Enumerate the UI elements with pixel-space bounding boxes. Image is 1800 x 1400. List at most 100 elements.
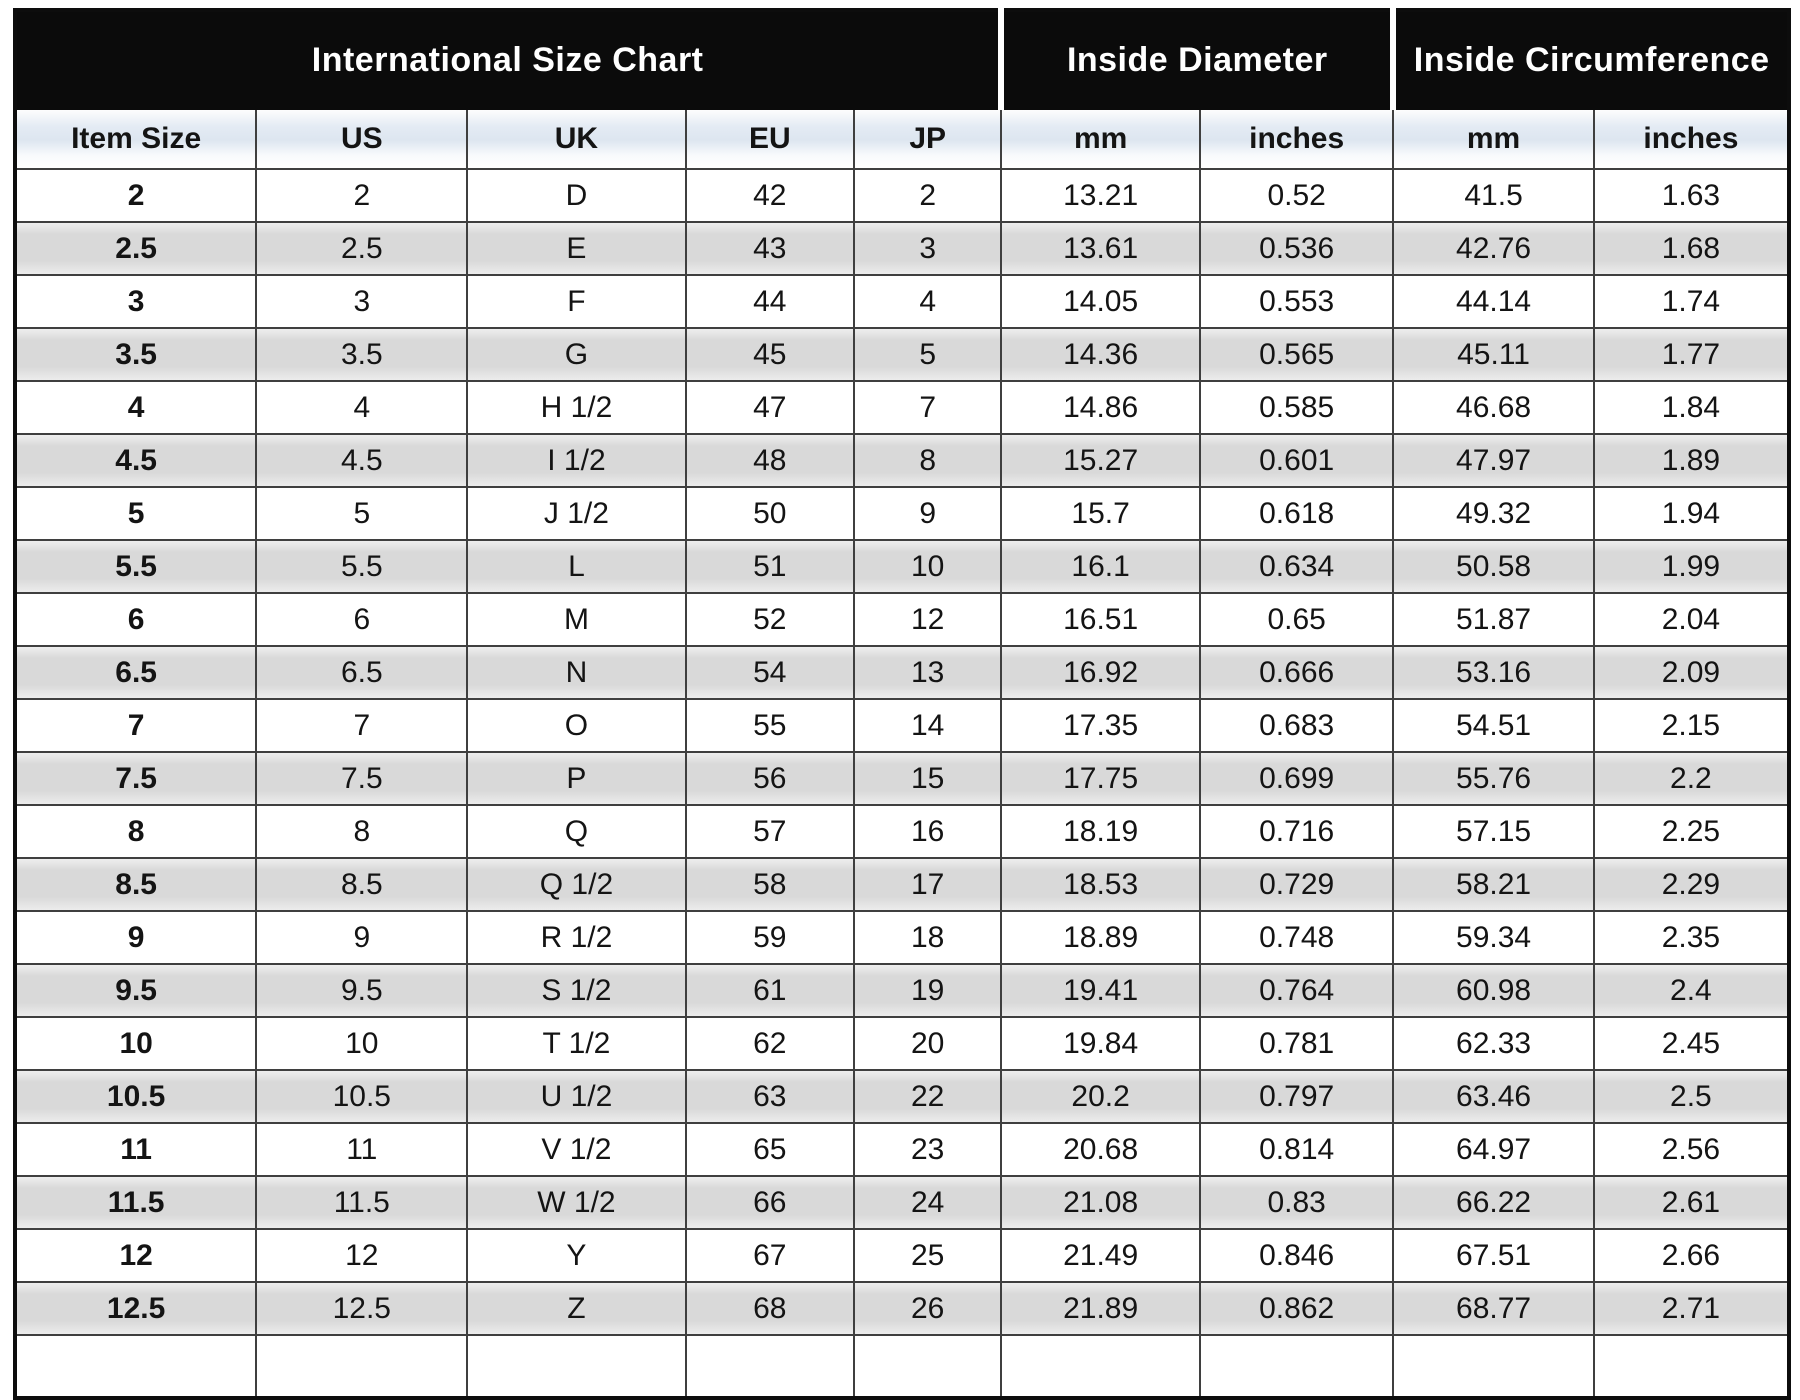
cell-jp: 15 xyxy=(853,751,1003,806)
cell-item-size: 6.5 xyxy=(13,645,258,700)
cell-uk: P xyxy=(466,751,687,806)
cell-us: 10.5 xyxy=(255,1069,469,1124)
cell-item-size: 7 xyxy=(13,698,258,753)
table-row: 7 7 O 55 14 17.35 0.683 54.51 2.15 xyxy=(13,698,1791,753)
cell-inside-diameter-inches: 0.536 xyxy=(1198,221,1395,276)
cell-inside-circumference-inches: 1.99 xyxy=(1592,539,1791,594)
table-row: 6.5 6.5 N 54 13 16.92 0.666 53.16 2.09 xyxy=(13,645,1791,700)
cell-us: 8 xyxy=(255,804,469,859)
cell-inside-circumference-inches: 1.94 xyxy=(1592,486,1791,541)
cell-inside-circumference-mm: 63.46 xyxy=(1392,1069,1595,1124)
partial-cell xyxy=(1392,1334,1595,1399)
cell-us: 2.5 xyxy=(255,221,469,276)
cell-inside-diameter-inches: 0.634 xyxy=(1198,539,1395,594)
cell-jp: 5 xyxy=(853,327,1003,382)
cell-uk: Z xyxy=(466,1281,687,1336)
cell-inside-diameter-inches: 0.781 xyxy=(1198,1016,1395,1071)
cell-inside-circumference-inches: 2.2 xyxy=(1592,751,1791,806)
cell-item-size: 4.5 xyxy=(13,433,258,488)
cell-inside-circumference-inches: 2.45 xyxy=(1592,1016,1791,1071)
table-row: 8 8 Q 57 16 18.19 0.716 57.15 2.25 xyxy=(13,804,1791,859)
section-header-inside-circumference: Inside Circumference xyxy=(1390,9,1790,110)
table-row: 12 12 Y 67 25 21.49 0.846 67.51 2.66 xyxy=(13,1228,1791,1283)
cell-inside-circumference-mm: 45.11 xyxy=(1392,327,1595,382)
cell-uk: J 1/2 xyxy=(466,486,687,541)
col-header-jp: JP xyxy=(853,108,1003,170)
size-rows-body: 2 2 D 42 2 13.21 0.52 41.5 1.63 2.5 2.5 E 43 3 13.61 0.… xyxy=(13,168,1791,1399)
cell-eu: 58 xyxy=(684,857,856,912)
cell-inside-diameter-inches: 0.748 xyxy=(1198,910,1395,965)
col-header-circumference-mm: mm xyxy=(1392,108,1595,170)
cell-inside-circumference-mm: 59.34 xyxy=(1392,910,1595,965)
cell-item-size: 3 xyxy=(13,274,258,329)
cell-inside-diameter-inches: 0.764 xyxy=(1198,963,1395,1018)
cell-inside-diameter-mm: 20.2 xyxy=(1000,1069,1201,1124)
cell-inside-diameter-mm: 16.1 xyxy=(1000,539,1201,594)
cell-inside-circumference-inches: 2.56 xyxy=(1592,1122,1791,1177)
cell-item-size: 12.5 xyxy=(13,1281,258,1336)
table-row: 4.5 4.5 I 1/2 48 8 15.27 0.601 47.97 1.89 xyxy=(13,433,1791,488)
cell-inside-circumference-mm: 44.14 xyxy=(1392,274,1595,329)
cell-eu: 68 xyxy=(684,1281,856,1336)
cell-item-size: 5.5 xyxy=(13,539,258,594)
cell-inside-circumference-mm: 47.97 xyxy=(1392,433,1595,488)
cell-item-size: 2.5 xyxy=(13,221,258,276)
cell-inside-diameter-mm: 14.36 xyxy=(1000,327,1201,382)
cell-jp: 26 xyxy=(853,1281,1003,1336)
cell-inside-diameter-mm: 15.27 xyxy=(1000,433,1201,488)
cell-inside-diameter-inches: 0.683 xyxy=(1198,698,1395,753)
cell-jp: 4 xyxy=(853,274,1003,329)
cell-jp: 18 xyxy=(853,910,1003,965)
cell-us: 12 xyxy=(255,1228,469,1283)
cell-item-size: 11.5 xyxy=(13,1175,258,1230)
col-header-item-size: Item Size xyxy=(13,108,258,170)
cell-inside-diameter-inches: 0.585 xyxy=(1198,380,1395,435)
cell-inside-diameter-inches: 0.601 xyxy=(1198,433,1395,488)
cell-inside-diameter-mm: 21.49 xyxy=(1000,1228,1201,1283)
cell-us: 2 xyxy=(255,168,469,223)
cell-inside-diameter-inches: 0.862 xyxy=(1198,1281,1395,1336)
cell-inside-diameter-mm: 18.19 xyxy=(1000,804,1201,859)
cell-uk: D xyxy=(466,168,687,223)
cell-inside-diameter-inches: 0.52 xyxy=(1198,168,1395,223)
cell-inside-circumference-inches: 1.89 xyxy=(1592,433,1791,488)
cell-inside-diameter-inches: 0.699 xyxy=(1198,751,1395,806)
cell-jp: 10 xyxy=(853,539,1003,594)
section-header-inside-diameter: Inside Diameter xyxy=(998,9,1395,110)
cell-uk: V 1/2 xyxy=(466,1122,687,1177)
cell-inside-circumference-mm: 49.32 xyxy=(1392,486,1595,541)
col-header-us: US xyxy=(255,108,469,170)
cell-inside-circumference-inches: 2.09 xyxy=(1592,645,1791,700)
cell-us: 11 xyxy=(255,1122,469,1177)
cell-inside-diameter-inches: 0.65 xyxy=(1198,592,1395,647)
cell-uk: Q 1/2 xyxy=(466,857,687,912)
cell-us: 5.5 xyxy=(255,539,469,594)
cell-item-size: 11 xyxy=(13,1122,258,1177)
partial-cell xyxy=(1592,1334,1791,1399)
cell-item-size: 3.5 xyxy=(13,327,258,382)
cell-eu: 55 xyxy=(684,698,856,753)
cell-inside-diameter-inches: 0.846 xyxy=(1198,1228,1395,1283)
cell-eu: 54 xyxy=(684,645,856,700)
cell-item-size: 9 xyxy=(13,910,258,965)
cell-eu: 45 xyxy=(684,327,856,382)
cell-jp: 17 xyxy=(853,857,1003,912)
cell-inside-diameter-mm: 16.92 xyxy=(1000,645,1201,700)
cell-us: 3 xyxy=(255,274,469,329)
cell-eu: 67 xyxy=(684,1228,856,1283)
cell-inside-circumference-mm: 46.68 xyxy=(1392,380,1595,435)
cell-item-size: 10 xyxy=(13,1016,258,1071)
cell-eu: 43 xyxy=(684,221,856,276)
cell-inside-circumference-inches: 2.61 xyxy=(1592,1175,1791,1230)
cell-inside-circumference-mm: 58.21 xyxy=(1392,857,1595,912)
cell-item-size: 8 xyxy=(13,804,258,859)
cell-inside-circumference-mm: 53.16 xyxy=(1392,645,1595,700)
cell-inside-circumference-inches: 2.5 xyxy=(1592,1069,1791,1124)
cell-eu: 51 xyxy=(684,539,856,594)
cell-inside-diameter-mm: 14.86 xyxy=(1000,380,1201,435)
cell-inside-circumference-inches: 2.29 xyxy=(1592,857,1791,912)
cell-us: 5 xyxy=(255,486,469,541)
